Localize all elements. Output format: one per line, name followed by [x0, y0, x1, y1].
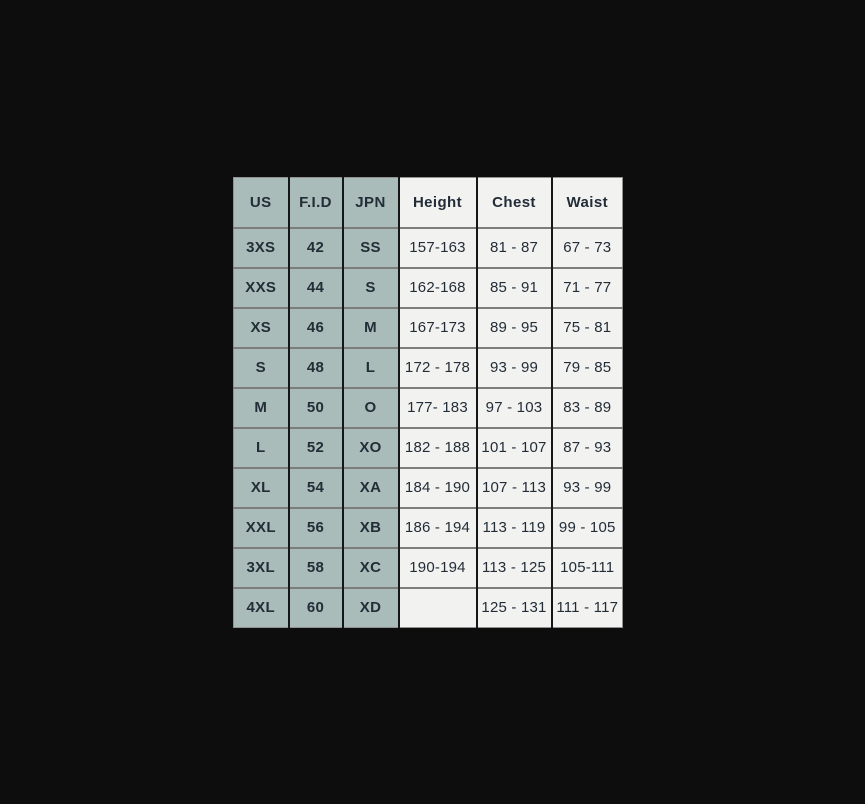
cell-chest: 93 - 99 — [475, 346, 552, 388]
cell-height: 157-163 — [397, 226, 477, 268]
cell-chest: 101 - 107 — [475, 426, 552, 468]
column-header-chest: Chest — [475, 177, 552, 228]
cell-us: XS — [233, 306, 289, 348]
cell-waist: 67 - 73 — [550, 226, 623, 268]
cell-us: XXL — [233, 506, 289, 548]
cell-waist: 111 - 117 — [550, 586, 623, 628]
size-chart-table: US F.I.D JPN Height Chest Waist 3XS 42 SS 157-16… — [233, 177, 623, 628]
cell-chest: 81 - 87 — [475, 226, 552, 268]
cell-jpn: XO — [341, 426, 399, 468]
column-header-fid: F.I.D — [287, 177, 343, 228]
cell-jpn: S — [341, 266, 399, 308]
cell-chest: 107 - 113 — [475, 466, 552, 508]
cell-height: 186 - 194 — [397, 506, 477, 548]
table-row: M 50 O 177- 183 97 - 103 83 - 89 — [233, 386, 623, 428]
cell-height: 162-168 — [397, 266, 477, 308]
cell-fid: 58 — [287, 546, 343, 588]
cell-chest: 113 - 119 — [475, 506, 552, 548]
cell-us: 3XL — [233, 546, 289, 588]
cell-us: 4XL — [233, 586, 289, 628]
cell-fid: 44 — [287, 266, 343, 308]
cell-jpn: M — [341, 306, 399, 348]
cell-jpn: XD — [341, 586, 399, 628]
cell-us: L — [233, 426, 289, 468]
cell-fid: 54 — [287, 466, 343, 508]
cell-fid: 56 — [287, 506, 343, 548]
table-row: 4XL 60 XD 125 - 131 111 - 117 — [233, 586, 623, 628]
cell-waist: 75 - 81 — [550, 306, 623, 348]
cell-waist: 93 - 99 — [550, 466, 623, 508]
cell-height: 177- 183 — [397, 386, 477, 428]
cell-fid: 42 — [287, 226, 343, 268]
cell-height: 167-173 — [397, 306, 477, 348]
column-header-height: Height — [397, 177, 477, 228]
header-row: US F.I.D JPN Height Chest Waist — [233, 177, 623, 228]
table-row: XL 54 XA 184 - 190 107 - 113 93 - 99 — [233, 466, 623, 508]
cell-waist: 83 - 89 — [550, 386, 623, 428]
cell-waist: 87 - 93 — [550, 426, 623, 468]
cell-jpn: SS — [341, 226, 399, 268]
cell-us: 3XS — [233, 226, 289, 268]
cell-waist: 99 - 105 — [550, 506, 623, 548]
column-header-jpn: JPN — [341, 177, 399, 228]
table-row: 3XS 42 SS 157-163 81 - 87 67 - 73 — [233, 226, 623, 268]
size-chart-body: 3XS 42 SS 157-163 81 - 87 67 - 73 XXS 44 S 162-16… — [233, 226, 623, 628]
cell-chest: 125 - 131 — [475, 586, 552, 628]
cell-height: 184 - 190 — [397, 466, 477, 508]
cell-height: 190-194 — [397, 546, 477, 588]
cell-fid: 60 — [287, 586, 343, 628]
cell-waist: 105-111 — [550, 546, 623, 588]
cell-waist: 71 - 77 — [550, 266, 623, 308]
cell-waist: 79 - 85 — [550, 346, 623, 388]
cell-jpn: XA — [341, 466, 399, 508]
cell-jpn: XB — [341, 506, 399, 548]
cell-fid: 52 — [287, 426, 343, 468]
cell-chest: 113 - 125 — [475, 546, 552, 588]
cell-height: 182 - 188 — [397, 426, 477, 468]
cell-us: S — [233, 346, 289, 388]
column-header-waist: Waist — [550, 177, 623, 228]
cell-us: XL — [233, 466, 289, 508]
cell-jpn: L — [341, 346, 399, 388]
table-row: 3XL 58 XC 190-194 113 - 125 105-111 — [233, 546, 623, 588]
cell-us: XXS — [233, 266, 289, 308]
cell-chest: 97 - 103 — [475, 386, 552, 428]
cell-us: M — [233, 386, 289, 428]
table-row: XXS 44 S 162-168 85 - 91 71 - 77 — [233, 266, 623, 308]
cell-fid: 48 — [287, 346, 343, 388]
cell-chest: 85 - 91 — [475, 266, 552, 308]
column-header-us: US — [233, 177, 289, 228]
table-row: XXL 56 XB 186 - 194 113 - 119 99 - 105 — [233, 506, 623, 548]
cell-jpn: O — [341, 386, 399, 428]
cell-height: 172 - 178 — [397, 346, 477, 388]
table-row: L 52 XO 182 - 188 101 - 107 87 - 93 — [233, 426, 623, 468]
cell-chest: 89 - 95 — [475, 306, 552, 348]
cell-fid: 50 — [287, 386, 343, 428]
table-row: XS 46 M 167-173 89 - 95 75 - 81 — [233, 306, 623, 348]
cell-fid: 46 — [287, 306, 343, 348]
cell-height — [397, 586, 477, 628]
table-row: S 48 L 172 - 178 93 - 99 79 - 85 — [233, 346, 623, 388]
cell-jpn: XC — [341, 546, 399, 588]
